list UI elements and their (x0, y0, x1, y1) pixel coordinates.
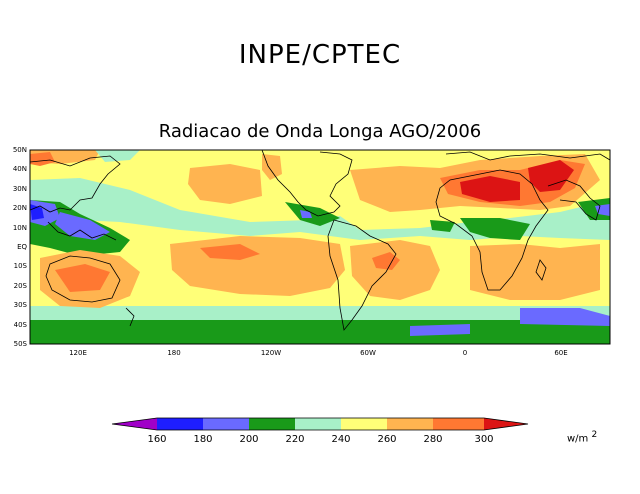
africa-coast (435, 169, 549, 291)
lon-label: 120W (261, 349, 281, 357)
legend-swatch-180-200 (203, 418, 249, 430)
lat-label: 50N (13, 146, 27, 154)
legend-label: 280 (423, 434, 442, 445)
legend-outline (111, 417, 529, 431)
field-central-america-low (300, 210, 312, 218)
map-title: Radiacao de Onda Longa AGO/2006 (158, 121, 482, 142)
legend-swatch-gt300 (484, 418, 528, 430)
page-title: INPE/CPTEC (238, 40, 402, 70)
lat-label: 30N (13, 185, 27, 193)
legend-label: 260 (377, 434, 396, 445)
australia-coast (45, 255, 121, 303)
legend-swatch-240-260 (341, 418, 387, 430)
legend-swatch-280-300 (433, 418, 484, 430)
field-bay-bengal-min (30, 204, 44, 220)
lon-label: 0 (463, 349, 467, 357)
coastlines (30, 150, 610, 331)
lon-label: 60E (554, 349, 567, 357)
legend-label: 160 (147, 434, 166, 445)
field-satl-300 (372, 252, 400, 270)
lon-label: 120E (69, 349, 87, 357)
lat-label: 30S (14, 301, 28, 309)
indonesia-coast (47, 221, 117, 241)
north-america-coast (261, 150, 353, 217)
units-label: w/m 2 (567, 430, 597, 444)
olr-map: 50N 40N 30N 20N 10N EQ 10S 20S 30S 40S 5… (13, 146, 611, 357)
legend-label: 300 (474, 434, 493, 445)
legend-label: 180 (193, 434, 212, 445)
field-arabia-max (528, 160, 574, 192)
field-npac-280 (188, 164, 262, 204)
legend-swatch-220-240 (295, 418, 341, 430)
madagascar-coast (535, 259, 547, 281)
field-sahara-max (460, 176, 520, 202)
new-zealand-coast (125, 307, 135, 327)
lat-label: 50S (14, 340, 28, 348)
units-exponent: 2 (591, 430, 598, 440)
field-india-low (595, 204, 610, 216)
field-nw-warm (30, 152, 55, 166)
field-central-america-green (285, 202, 340, 226)
lat-label: 20S (14, 282, 28, 290)
field-north-pacific-cool (95, 150, 140, 162)
color-legend: 160 180 200 220 240 260 280 300 (111, 417, 529, 445)
legend-swatch-lt160 (112, 418, 157, 430)
field-far-south (30, 320, 610, 344)
field-na-west (262, 154, 282, 180)
legend-swatch-260-280 (387, 418, 433, 430)
field-aus-300 (55, 264, 110, 292)
field-warm-pool-low (55, 212, 110, 240)
lon-label: 60W (360, 349, 376, 357)
field-spac-280 (170, 236, 345, 296)
legend-swatch-200-220 (249, 418, 295, 430)
asia-coast (30, 155, 121, 213)
field-sind-280 (470, 244, 600, 300)
legend-label: 200 (239, 434, 258, 445)
lon-label: 180 (167, 349, 180, 357)
arabia-india-coast (547, 179, 601, 221)
field-africa-green (460, 218, 530, 240)
lat-label: 10N (13, 224, 27, 232)
lat-label: EQ (17, 243, 27, 251)
south-america-coast (327, 219, 397, 331)
field-spac-300 (200, 244, 260, 260)
lat-label: 20N (13, 204, 27, 212)
olr-contour-field (30, 150, 610, 344)
legend-label: 240 (331, 434, 350, 445)
europe-coast (445, 151, 610, 161)
units-text: w/m (567, 433, 589, 445)
field-west-africa-green (430, 220, 455, 232)
lat-label: 40N (13, 165, 27, 173)
legend-swatch-160-180 (157, 418, 203, 430)
field-south-atl-low (410, 324, 470, 336)
field-southern-ocean-low (520, 308, 610, 326)
lat-label: 10S (14, 262, 28, 270)
legend-label: 220 (285, 434, 304, 445)
lat-label: 40S (14, 321, 28, 329)
map-frame (29, 149, 611, 345)
